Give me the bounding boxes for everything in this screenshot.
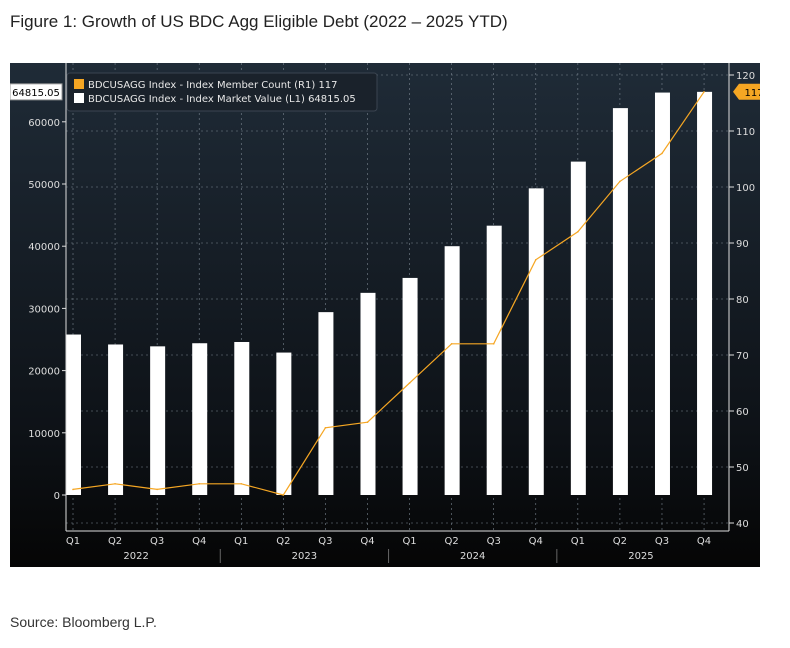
x-tick-label: Q3 xyxy=(487,536,501,547)
x-year-label: 2022 xyxy=(123,551,148,562)
point-member-count xyxy=(703,91,705,93)
right-tick-label: 50 xyxy=(736,463,749,474)
legend-box xyxy=(66,72,378,112)
chart-background xyxy=(10,63,760,567)
bar-market-value xyxy=(66,334,81,495)
left-tick-label: 40000 xyxy=(28,242,60,253)
current-value-tag-label: 64815.05 xyxy=(12,88,60,99)
x-year-label: 2025 xyxy=(628,551,653,562)
left-tick-label: 60000 xyxy=(28,118,60,129)
bar-market-value xyxy=(276,352,292,495)
x-tick-label: Q3 xyxy=(655,536,669,547)
bar-market-value xyxy=(192,343,208,495)
x-tick-label: Q2 xyxy=(613,536,627,547)
x-tick-label: Q1 xyxy=(66,536,80,547)
point-member-count xyxy=(619,180,621,183)
point-member-count xyxy=(72,488,74,491)
bar-market-value xyxy=(360,292,376,495)
legend-label-value: BDCUSAGG Index - Index Market Value (L1)… xyxy=(88,94,356,105)
x-tick-label: Q4 xyxy=(697,536,711,547)
bar-market-value xyxy=(234,341,250,495)
bar-market-value xyxy=(486,225,502,495)
x-tick-label: Q4 xyxy=(192,536,206,547)
point-member-count xyxy=(492,343,495,345)
bar-market-value xyxy=(402,277,418,495)
point-member-count xyxy=(577,231,579,233)
x-tick-label: Q1 xyxy=(571,536,585,547)
right-tick-label: 60 xyxy=(736,407,749,418)
right-tick-label: 90 xyxy=(736,239,749,250)
x-year-label: 2024 xyxy=(460,551,485,562)
point-member-count xyxy=(408,382,411,384)
x-tick-label: Q1 xyxy=(234,536,248,547)
legend: BDCUSAGG Index - Index Member Count (R1)… xyxy=(66,72,378,112)
figure-title: Figure 1: Growth of US BDC Agg Eligible … xyxy=(10,12,508,31)
point-member-count xyxy=(366,421,369,424)
source-note: Source: Bloomberg L.P. xyxy=(10,614,157,630)
chart: 0 10000 20000 30000 40000 50000 60000 40 50 60 70 8… xyxy=(9,63,769,567)
right-tick-label: 100 xyxy=(736,183,755,194)
right-tick-label: 110 xyxy=(736,127,755,138)
point-member-count xyxy=(198,483,201,485)
legend-swatch-count xyxy=(74,79,84,89)
point-member-count xyxy=(240,483,243,485)
bar-market-value xyxy=(528,188,544,495)
right-tick-label: 40 xyxy=(736,519,749,530)
x-year-label: 2023 xyxy=(292,551,317,562)
point-member-count xyxy=(324,427,327,429)
point-member-count xyxy=(661,152,663,155)
legend-label-count: BDCUSAGG Index - Index Member Count (R1)… xyxy=(88,80,338,91)
bar-market-value xyxy=(654,92,670,495)
point-member-count xyxy=(114,483,116,485)
x-tick-label: Q4 xyxy=(360,536,374,547)
x-tick-label: Q3 xyxy=(150,536,164,547)
bar-market-value xyxy=(697,91,713,495)
bar-market-value xyxy=(318,312,334,495)
x-tick-label: Q3 xyxy=(318,536,332,547)
left-tick-label: 50000 xyxy=(28,180,60,191)
chart-svg: 0 10000 20000 30000 40000 50000 60000 40 50 60 70 8… xyxy=(9,63,769,567)
bar-market-value xyxy=(570,161,586,495)
right-tick-label: 80 xyxy=(736,295,749,306)
x-tick-label: Q2 xyxy=(276,536,290,547)
right-tick-label: 120 xyxy=(736,71,755,82)
bar-market-value xyxy=(444,246,460,495)
line-member-count xyxy=(72,91,705,496)
current-count-tag-label: 117 xyxy=(744,88,760,99)
bar-market-value xyxy=(108,344,124,495)
x-tick-label: Q4 xyxy=(529,536,543,547)
left-tick-label: 0 xyxy=(54,491,60,502)
point-member-count xyxy=(534,259,537,261)
bar-market-value xyxy=(612,108,628,495)
left-tick-label: 10000 xyxy=(28,429,60,440)
x-tick-label: Q2 xyxy=(445,536,459,547)
bar-market-value xyxy=(150,346,166,495)
point-member-count xyxy=(282,494,285,496)
current-value-tag xyxy=(9,83,63,101)
legend-swatch-value xyxy=(74,93,84,103)
point-member-count xyxy=(156,488,158,491)
point-member-count xyxy=(450,343,453,345)
left-tick-label: 20000 xyxy=(28,367,60,378)
x-tick-label: Q2 xyxy=(108,536,122,547)
left-tick-label: 30000 xyxy=(28,304,60,315)
x-tick-label: Q1 xyxy=(402,536,416,547)
right-tick-label: 70 xyxy=(736,351,749,362)
